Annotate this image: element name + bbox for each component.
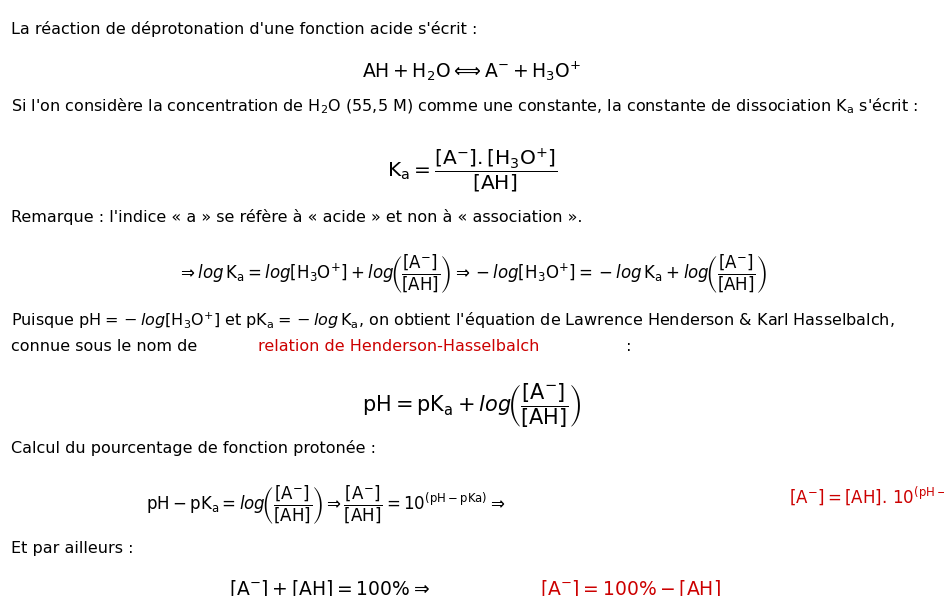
Text: $[\mathrm{A^{-}}] + [\mathrm{AH}] = 100\% \Rightarrow$: $[\mathrm{A^{-}}] + [\mathrm{AH}] = 100\… [229, 578, 430, 596]
Text: La réaction de déprotonation d'une fonction acide s'écrit :: La réaction de déprotonation d'une fonct… [11, 21, 478, 37]
Text: $[\mathrm{A^{-}}] = 100\% - [\mathrm{AH}]$: $[\mathrm{A^{-}}] = 100\% - [\mathrm{AH}… [540, 578, 721, 596]
Text: Puisque $\mathrm{pH} = -\mathit{log}[\mathrm{H_3O^{+}}]$ et $\mathrm{pK_a} = -\m: Puisque $\mathrm{pH} = -\mathit{log}[\ma… [11, 311, 895, 331]
Text: $[\mathrm{A^{-}}] = [\mathrm{AH}].\, 10^{(\mathrm{pH-pKa})}$: $[\mathrm{A^{-}}] = [\mathrm{AH}].\, 10^… [789, 484, 944, 507]
Text: $\mathrm{pH = pK_a} + \mathit{log}\!\left(\dfrac{[\mathrm{A^{-}}]}{[\mathrm{AH}]: $\mathrm{pH = pK_a} + \mathit{log}\!\lef… [362, 381, 582, 430]
Text: $\mathrm{pH - pK_a} = \mathit{log}\!\left(\dfrac{[\mathrm{A^{-}}]}{[\mathrm{AH}]: $\mathrm{pH - pK_a} = \mathit{log}\!\lef… [146, 484, 505, 527]
Text: Et par ailleurs :: Et par ailleurs : [11, 541, 134, 555]
Text: $\mathrm{K_a = \dfrac{[A^{-}].[H_3O^{+}]}{[AH]}}$: $\mathrm{K_a = \dfrac{[A^{-}].[H_3O^{+}]… [387, 146, 557, 194]
Text: Remarque : l'indice « a » se réfère à « acide » et non à « association ».: Remarque : l'indice « a » se réfère à « … [11, 209, 582, 225]
Text: $\Rightarrow \mathit{log}\,\mathrm{K_a} = \mathit{log}[\mathrm{H_3O^{+}}] + \mat: $\Rightarrow \mathit{log}\,\mathrm{K_a} … [177, 253, 767, 296]
Text: relation de Henderson-Hasselbalch: relation de Henderson-Hasselbalch [259, 339, 540, 353]
Text: Si l'on considère la concentration de $\mathrm{H_2O}$ (55,5 M) comme une constan: Si l'on considère la concentration de $\… [11, 97, 919, 116]
Text: connue sous le nom de: connue sous le nom de [11, 339, 203, 353]
Text: :: : [621, 339, 632, 353]
Text: Calcul du pourcentage de fonction protonée :: Calcul du pourcentage de fonction proton… [11, 440, 377, 456]
Text: $\mathrm{AH + H_2O \Longleftrightarrow A^{-} + H_3O^{+}}$: $\mathrm{AH + H_2O \Longleftrightarrow A… [362, 60, 582, 83]
